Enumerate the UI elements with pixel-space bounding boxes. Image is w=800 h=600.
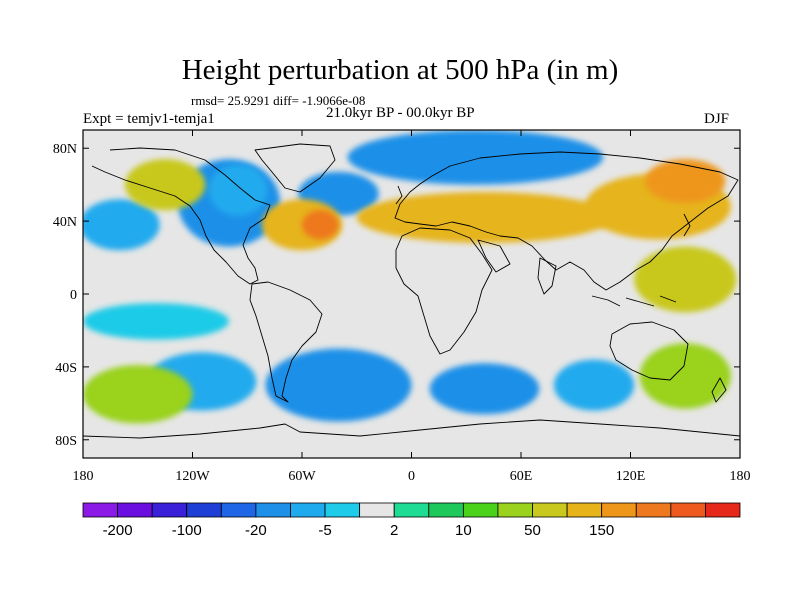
anomaly-region-2 (208, 164, 268, 216)
lat-tick-label-2: 0 (70, 288, 77, 303)
coastline-africa (395, 227, 493, 355)
lon-tick-label-5: 120E (616, 469, 646, 484)
lat-tick-label-1: 40N (53, 215, 77, 230)
colorbar-label-4: 2 (390, 522, 398, 539)
anomaly-region-4 (347, 130, 604, 185)
coastline-australia (609, 321, 689, 381)
lat-tick-label-0: 80N (53, 142, 77, 157)
lat-tick-label-4: 80S (55, 434, 77, 449)
experiment-label: Expt = temjv1-temja1 (83, 111, 215, 127)
anomaly-region-16 (83, 365, 193, 424)
axis-ticks: 180 120W 60W 0 60E 120E 180 80N 40N 0 40S 80S (53, 130, 751, 484)
colorbar-swatch-3 (186, 502, 222, 518)
anomaly-region-11 (265, 348, 412, 422)
anomaly-fields (83, 130, 737, 424)
anomaly-region-12 (429, 363, 540, 415)
colorbar-swatch-9 (393, 502, 430, 518)
anomaly-region-15 (639, 343, 731, 409)
anomaly-region-0 (83, 199, 160, 251)
anomaly-region-9 (645, 159, 726, 203)
coastline-antarctica (83, 419, 740, 439)
colorbar-swatch-14 (566, 502, 603, 518)
coastlines (83, 143, 740, 439)
season-label: DJF (704, 111, 730, 127)
colorbar-swatch-11 (462, 502, 499, 518)
anomaly-region-7 (356, 191, 613, 243)
colorbar-swatch-10 (428, 502, 464, 518)
colorbar-swatch-6 (290, 502, 326, 518)
colorbar-swatch-15 (601, 502, 637, 518)
colorbar-swatch-16 (635, 502, 672, 518)
colorbar-swatch-7 (324, 502, 361, 518)
coastline-north-america (91, 147, 271, 285)
anomaly-region-17 (634, 246, 737, 313)
lon-tick-label-2: 60W (288, 469, 316, 484)
coastline-south-asia (477, 239, 557, 295)
colorbar-label-5: 10 (455, 522, 472, 539)
colorbar-label-7: 150 (589, 522, 614, 539)
lon-tick-label-4: 60E (510, 469, 533, 484)
coastline-islands-north (395, 185, 691, 237)
anomaly-region-10 (124, 159, 206, 211)
lon-tick-label-0: 180 (73, 469, 94, 484)
colorbar-swatch-12 (497, 502, 533, 518)
colorbar-swatch-18 (705, 502, 741, 518)
colorbar-label-1: -100 (172, 522, 202, 539)
anomaly-region-6 (302, 210, 339, 240)
colorbar-swatch-17 (670, 502, 706, 518)
coastline-indonesia (591, 295, 677, 307)
coastline-new-zealand (711, 377, 727, 403)
colorbar-label-2: -20 (245, 522, 267, 539)
colorbar-label-6: 50 (524, 522, 541, 539)
colorbar-swatch-1 (117, 502, 153, 518)
colorbar-swatch-8 (359, 502, 395, 518)
colorbar-swatch-0 (82, 502, 118, 518)
map-plot-area: 180 120W 60W 0 60E 120E 180 80N 40N 0 40S 80S (53, 129, 751, 484)
colorbar-label-3: -5 (318, 522, 331, 539)
figure-title: Height perturbation at 500 hPa (in m) (181, 54, 619, 86)
lat-tick-label-3: 40S (55, 361, 77, 376)
period-label: 21.0kyr BP - 00.0kyr BP (326, 105, 475, 121)
anomaly-region-18 (83, 303, 229, 340)
coastline-eurasia (394, 151, 739, 291)
coastline-greenland (254, 143, 336, 193)
colorbar-swatch-13 (532, 502, 568, 518)
lon-tick-label-3: 0 (408, 469, 415, 484)
anomaly-region-14 (553, 359, 635, 411)
colorbar-swatch-2 (151, 502, 188, 518)
colorbar-swatch-5 (255, 502, 291, 518)
coastline-south-america (249, 281, 323, 403)
colorbar-label-0: -200 (103, 522, 133, 539)
lon-tick-label-1: 120W (175, 469, 210, 484)
colorbar-swatch-4 (220, 502, 257, 518)
colorbar: -200 -100 -20 -5 2 10 50 150 (82, 502, 741, 539)
statistics-text: rmsd= 25.9291 diff= -1.9066e-08 (191, 93, 366, 108)
lon-tick-label-6: 180 (730, 469, 751, 484)
